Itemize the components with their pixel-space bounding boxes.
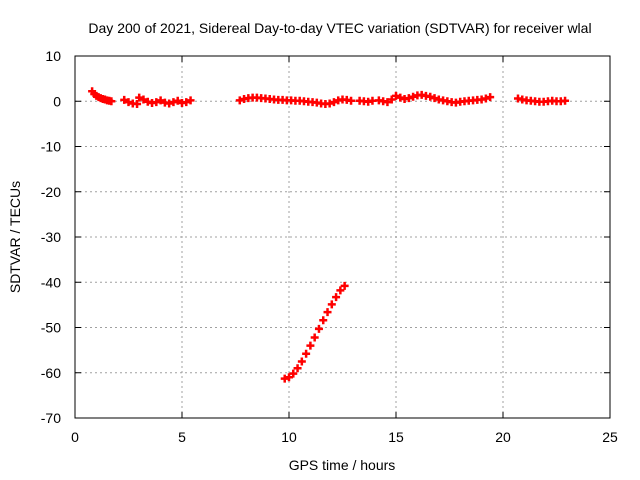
data-point — [392, 91, 400, 100]
data-point — [186, 96, 195, 105]
y-tick-label: -40 — [41, 274, 61, 290]
data-point — [143, 97, 152, 106]
data-point — [323, 308, 332, 317]
data-point — [152, 98, 161, 107]
x-tick-label: 5 — [178, 429, 186, 445]
data-point — [409, 92, 418, 101]
x-tick-label: 10 — [281, 429, 297, 445]
data-point — [120, 95, 129, 104]
data-point — [165, 99, 174, 108]
data-point — [340, 281, 349, 290]
data-point — [285, 373, 293, 382]
data-point — [314, 324, 323, 333]
data-point — [133, 99, 142, 108]
x-tick-label: 0 — [71, 429, 79, 445]
data-point — [169, 98, 178, 107]
data-point — [430, 94, 439, 103]
data-point — [327, 300, 336, 309]
data-point — [329, 98, 338, 107]
y-tick-label: -10 — [41, 139, 61, 155]
y-tick-label: -60 — [41, 365, 61, 381]
data-point — [396, 93, 405, 102]
data-point — [404, 94, 413, 103]
x-tick-label: 20 — [495, 429, 511, 445]
data-point — [302, 349, 311, 358]
x-tick-label: 15 — [388, 429, 404, 445]
data-point — [347, 96, 356, 105]
data-point — [156, 96, 165, 105]
data-point — [383, 98, 392, 107]
data-point — [289, 369, 298, 378]
data-points — [88, 87, 570, 383]
chart-title: Day 200 of 2021, Sidereal Day-to-day VTE… — [88, 20, 591, 36]
data-point — [182, 98, 191, 107]
data-point — [139, 95, 148, 104]
data-point — [107, 97, 116, 106]
y-tick-label: -50 — [41, 320, 61, 336]
x-axis-label: GPS time / hours — [289, 457, 396, 473]
y-tick-label: -70 — [41, 410, 61, 426]
data-point — [135, 93, 144, 102]
x-tick-label: 25 — [602, 429, 618, 445]
y-tick-label: -20 — [41, 184, 61, 200]
data-point — [426, 92, 435, 101]
data-point — [325, 99, 334, 108]
data-point — [173, 96, 182, 105]
data-point — [293, 364, 302, 373]
data-point — [124, 98, 133, 107]
data-point — [481, 94, 490, 103]
data-point — [310, 333, 319, 342]
axis-ticks: 0 5 10 15 20 25 10 0 -10 -20 -30 -40 -50 -60 -70 — [41, 48, 618, 445]
y-tick-label: 10 — [45, 48, 61, 64]
data-point — [486, 93, 495, 102]
data-point — [235, 96, 244, 105]
grid-lines — [75, 56, 610, 418]
data-point — [319, 316, 328, 325]
y-tick-label: -30 — [41, 229, 61, 245]
data-point — [280, 374, 289, 383]
data-point — [332, 293, 341, 302]
data-point — [306, 341, 315, 350]
data-point — [561, 96, 570, 105]
data-point — [297, 357, 306, 366]
plot-frame — [74, 55, 611, 419]
data-point — [336, 286, 345, 295]
y-axis-label: SDTVAR / TECUs — [7, 181, 23, 293]
y-tick-label: 0 — [53, 93, 61, 109]
data-point — [387, 95, 396, 104]
